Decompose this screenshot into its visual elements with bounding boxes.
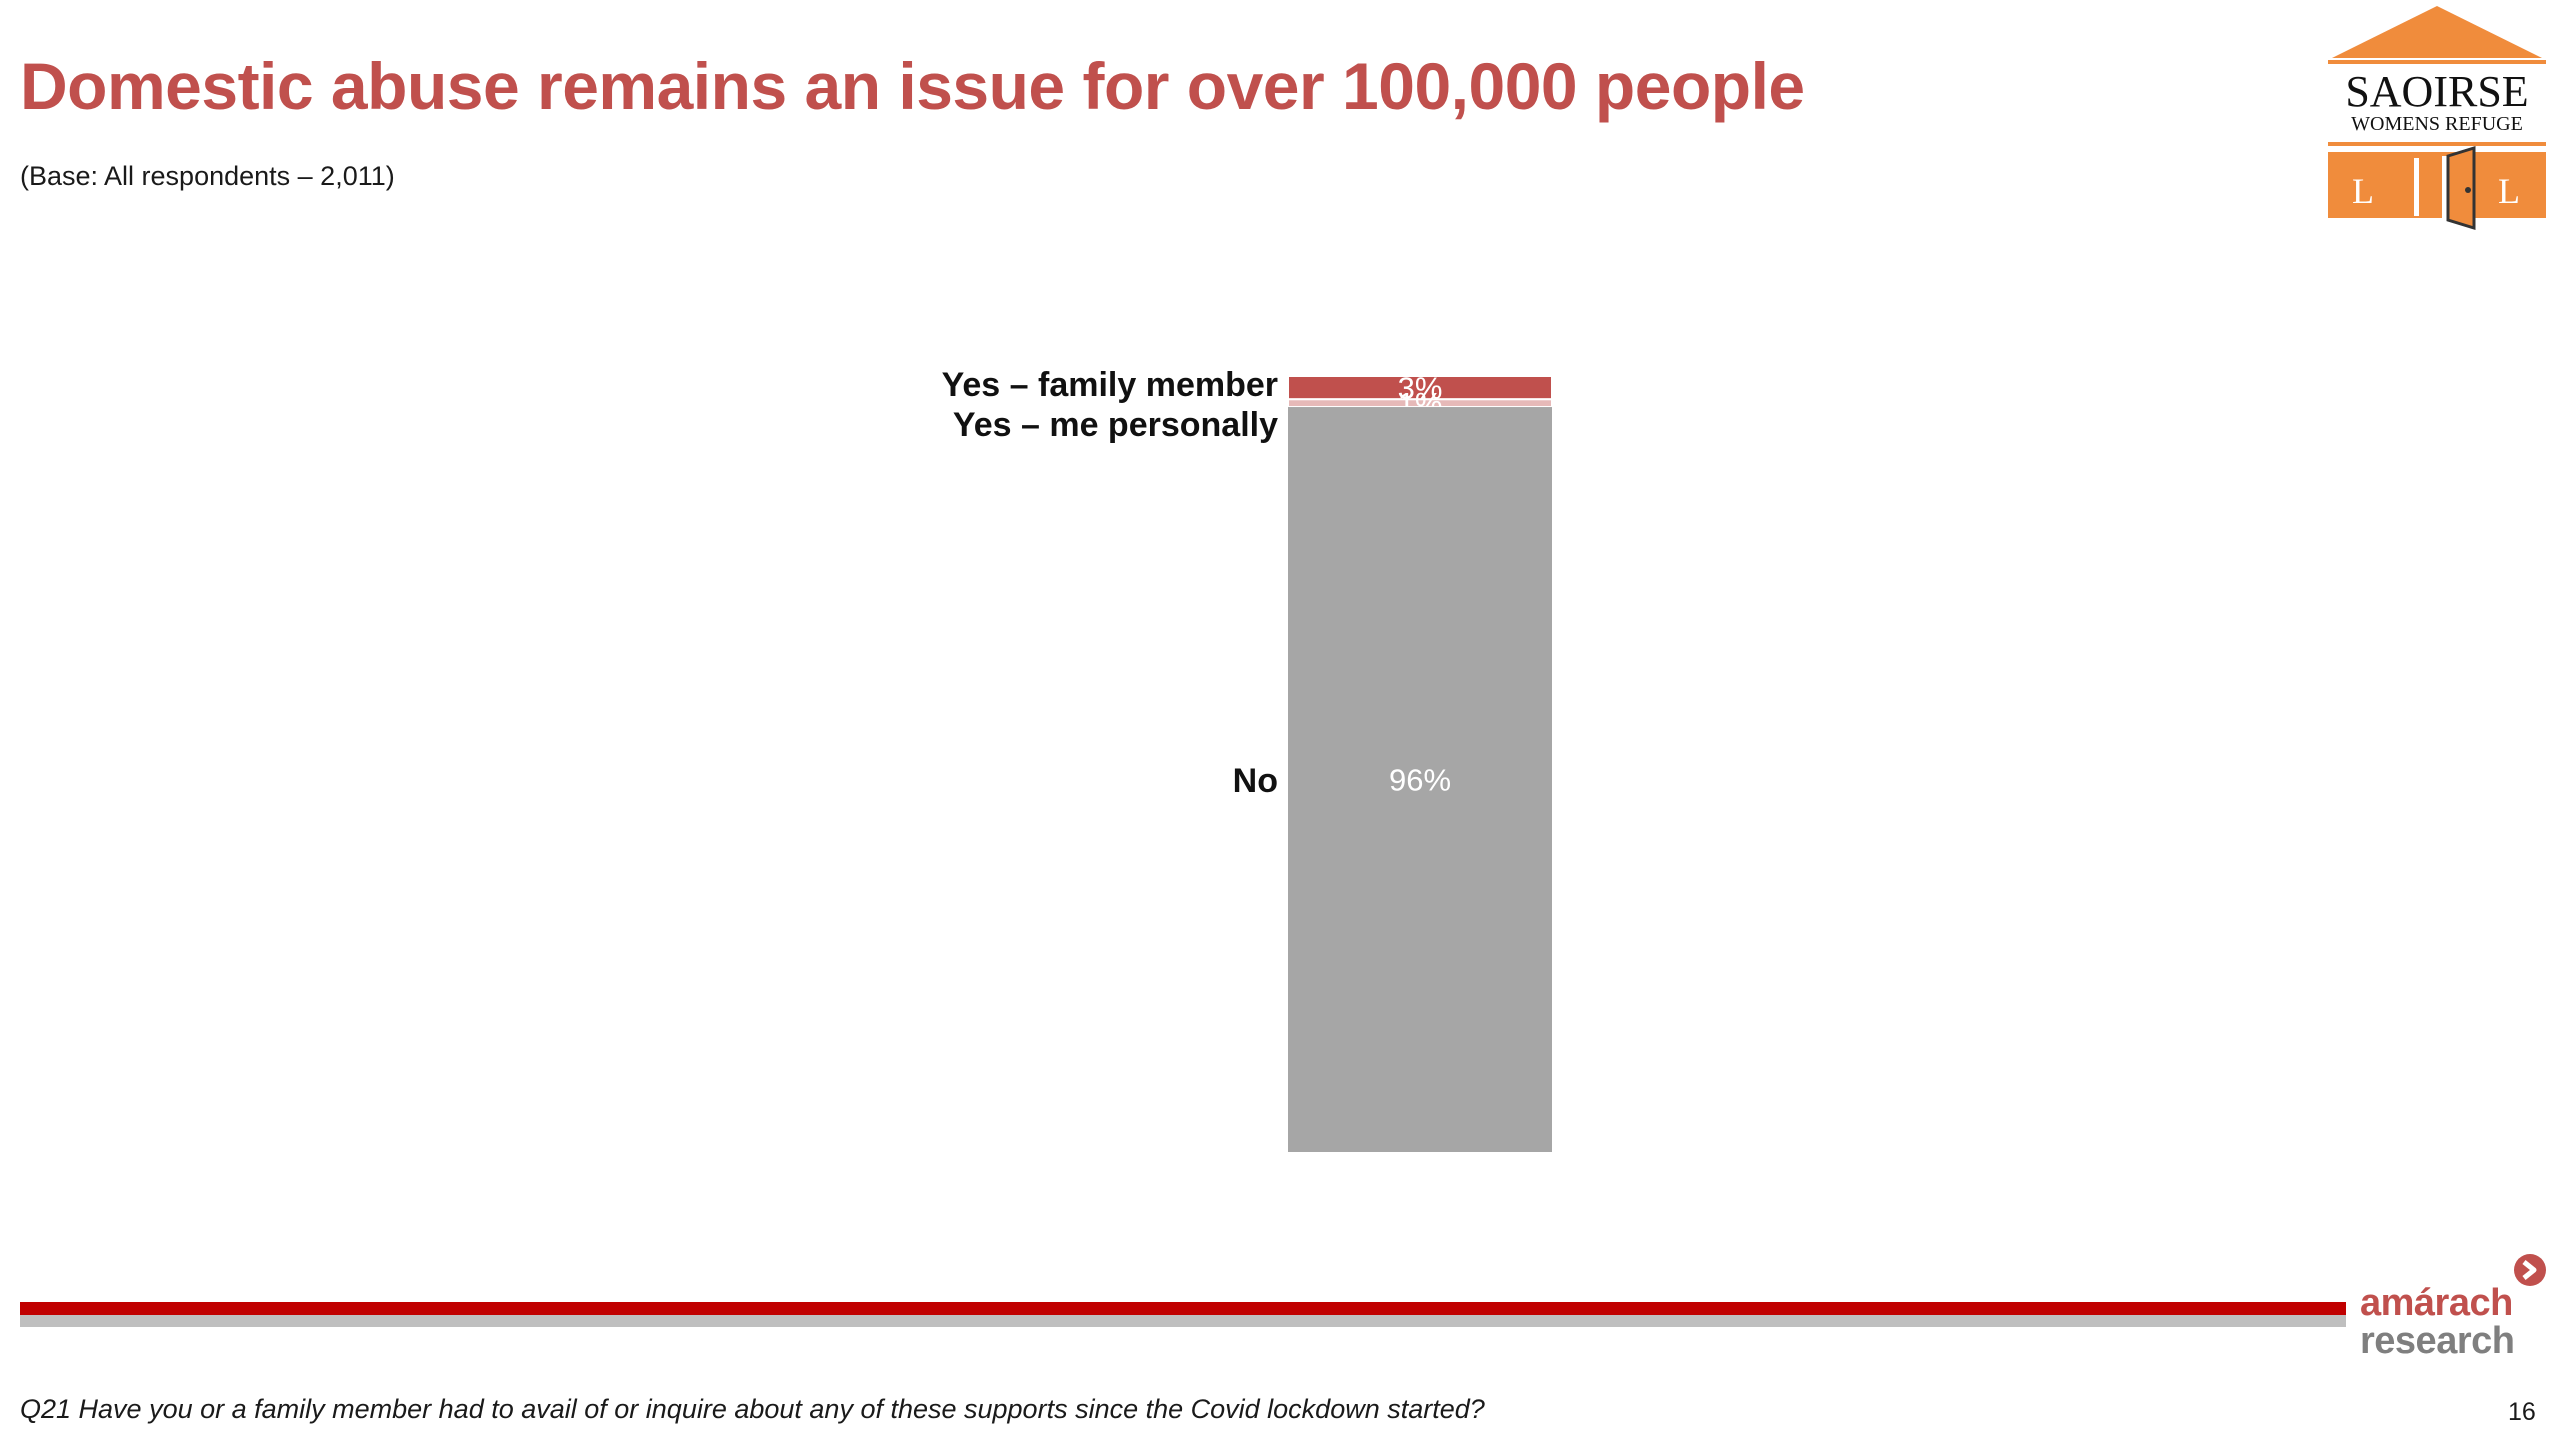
- slide-title: Domestic abuse remains an issue for over…: [20, 49, 1805, 123]
- saoirse-logo-name: SAOIRSE: [2345, 67, 2528, 116]
- footer-red-rule: [20, 1302, 2346, 1315]
- survey-question: Q21 Have you or a family member had to a…: [20, 1394, 1485, 1424]
- data-label-no: 96%: [1389, 763, 1451, 798]
- segment-label-yes-family-member: Yes – family member: [942, 366, 1278, 404]
- segment-label-yes-me-personally: Yes – me personally: [953, 406, 1278, 444]
- saoirse-logo: SAOIRSE WOMENS REFUGE L L: [2328, 6, 2546, 236]
- svg-text:L: L: [2498, 171, 2520, 211]
- amarach-logo: amárach research: [2356, 1252, 2552, 1362]
- amarach-mark-icon: [2514, 1254, 2546, 1286]
- bar-segment-no: [1288, 407, 1552, 1152]
- amarach-logo-line2: research: [2360, 1320, 2515, 1362]
- base-note: (Base: All respondents – 2,011): [20, 161, 395, 191]
- footer-grey-rule: [20, 1315, 2346, 1327]
- page-number: 16: [2508, 1398, 2536, 1426]
- segment-label-no: No: [1233, 762, 1278, 800]
- amarach-logo-line1: amárach: [2360, 1282, 2513, 1324]
- saoirse-logo-tagline: WOMENS REFUGE: [2351, 113, 2523, 135]
- svg-text:L: L: [2352, 171, 2374, 211]
